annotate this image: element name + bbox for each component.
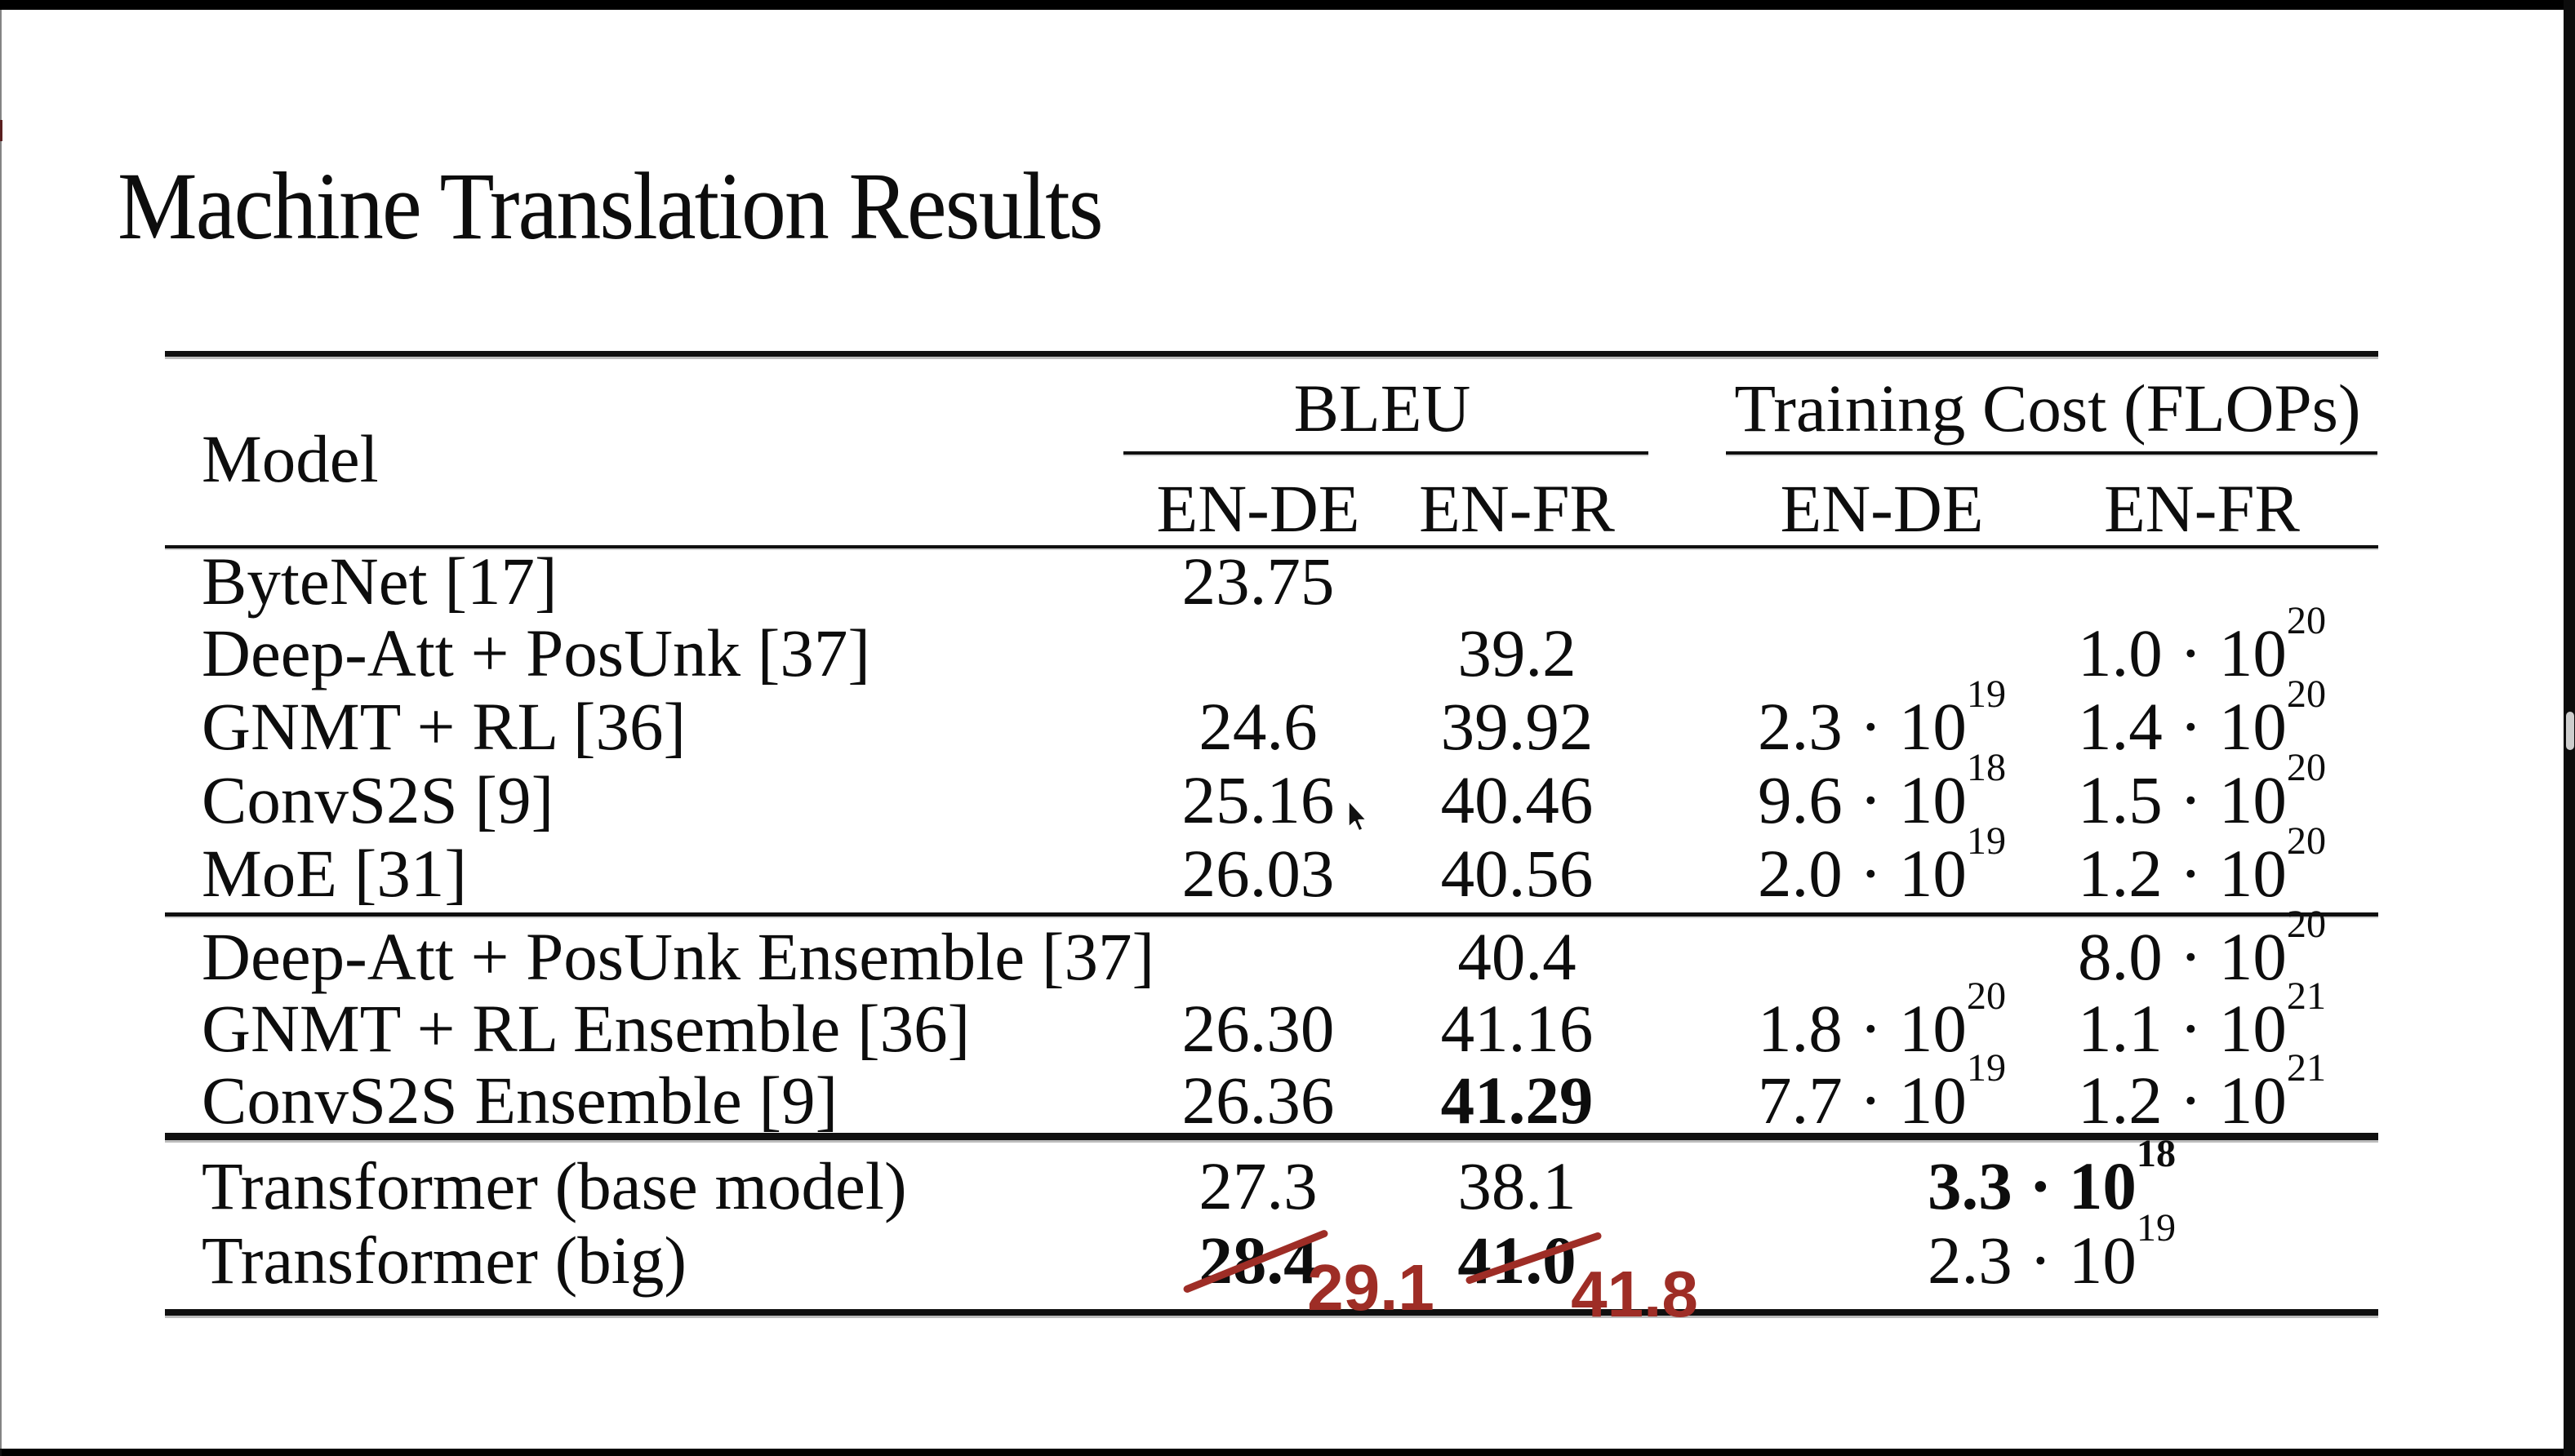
cost-enfr-cell: 1.4 · 1020 [2077,673,2327,764]
header-bottom-rule [165,545,2378,550]
model-cell: ConvS2S Ensemble [9] [202,1063,838,1138]
correction-bleu-enfr: 41.8 [1571,1258,1698,1330]
header-cost-enfr: EN-FR [2104,471,2300,546]
cursor-icon [1347,800,1368,832]
bleu-ende-cell: 26.30 [1181,991,1335,1066]
bleu-enfr-cell: 39.92 [1440,689,1594,764]
cost-span-cell: 2.3 · 1019 [1927,1206,2177,1298]
bleu-ende-cell: 26.03 [1181,836,1335,911]
bleu-enfr-cell: 39.2 [1457,615,1577,690]
cost-ende-cell: 7.7 · 1019 [1757,1046,2007,1138]
bleu-ende-cell: 23.75 [1181,544,1335,619]
frame-left-edge [0,10,2,1456]
cost-ende-cell: 2.0 · 1019 [1757,819,2007,911]
correction-bleu-ende: 29.1 [1307,1251,1434,1324]
cost-ende-cell: 1.8 · 1020 [1757,974,2007,1066]
model-cell: Transformer (base model) [202,1148,907,1223]
cost-enfr-cell: 1.0 · 1020 [2077,599,2327,690]
left-edge-artifact [0,120,2,141]
transformer-separator-rule [165,1133,2378,1143]
header-model: Model [202,421,379,496]
group-separator-rule [165,912,2378,918]
header-bleu-group: BLEU [1293,371,1471,446]
bleu-ende-cell: 24.6 [1199,689,1318,764]
model-cell: MoE [31] [202,836,468,911]
header-bleu-enfr: EN-FR [1419,471,1615,546]
bleu-enfr-cell: 40.56 [1440,836,1594,911]
header-bleu-ende: EN-DE [1156,471,1360,546]
model-cell: ConvS2S [9] [202,762,554,837]
bleu-ende-cell: 26.36 [1181,1063,1335,1138]
bleu-group-underline [1123,451,1648,456]
model-cell: ByteNet [17] [202,544,558,619]
table-top-rule [165,351,2378,359]
model-cell: GNMT + RL Ensemble [36] [202,991,971,1066]
bleu-enfr-cell-best: 41.29 [1440,1063,1594,1138]
model-cell: Transformer (big) [202,1223,687,1298]
cost-enfr-cell: 1.5 · 1020 [2077,746,2327,837]
cost-ende-cell: 2.3 · 1019 [1757,673,2007,764]
slide-title: Machine Translation Results [118,153,1104,260]
scrollbar-thumb[interactable] [2566,712,2574,750]
model-cell: Deep-Att + PosUnk Ensemble [37] [202,919,1155,994]
bleu-enfr-cell: 40.4 [1457,919,1577,994]
bleu-enfr-cell: 40.46 [1440,762,1594,837]
letterbox-bottom-bar [0,1449,2575,1456]
bleu-ende-cell: 27.3 [1199,1148,1318,1223]
training-cost-group-underline [1726,451,2377,456]
cost-enfr-cell: 1.2 · 1020 [2077,819,2327,911]
model-cell: GNMT + RL [36] [202,689,687,764]
cost-span-cell-best: 3.3 · 1018 [1927,1132,2177,1223]
table-bottom-rule [165,1309,2378,1318]
cost-ende-cell: 9.6 · 1018 [1757,746,2007,837]
cost-enfr-cell: 1.2 · 1021 [2077,1046,2327,1138]
cost-enfr-cell: 1.1 · 1021 [2077,974,2327,1066]
bleu-enfr-cell: 38.1 [1457,1148,1577,1223]
cost-enfr-cell: 8.0 · 1020 [2077,903,2327,994]
header-cost-ende: EN-DE [1780,471,1984,546]
bleu-enfr-cell: 41.16 [1440,991,1594,1066]
header-training-cost-group: Training Cost (FLOPs) [1734,371,2361,446]
model-cell: Deep-Att + PosUnk [37] [202,615,871,690]
letterbox-top-bar [0,0,2575,10]
bleu-ende-cell: 25.16 [1181,762,1335,837]
